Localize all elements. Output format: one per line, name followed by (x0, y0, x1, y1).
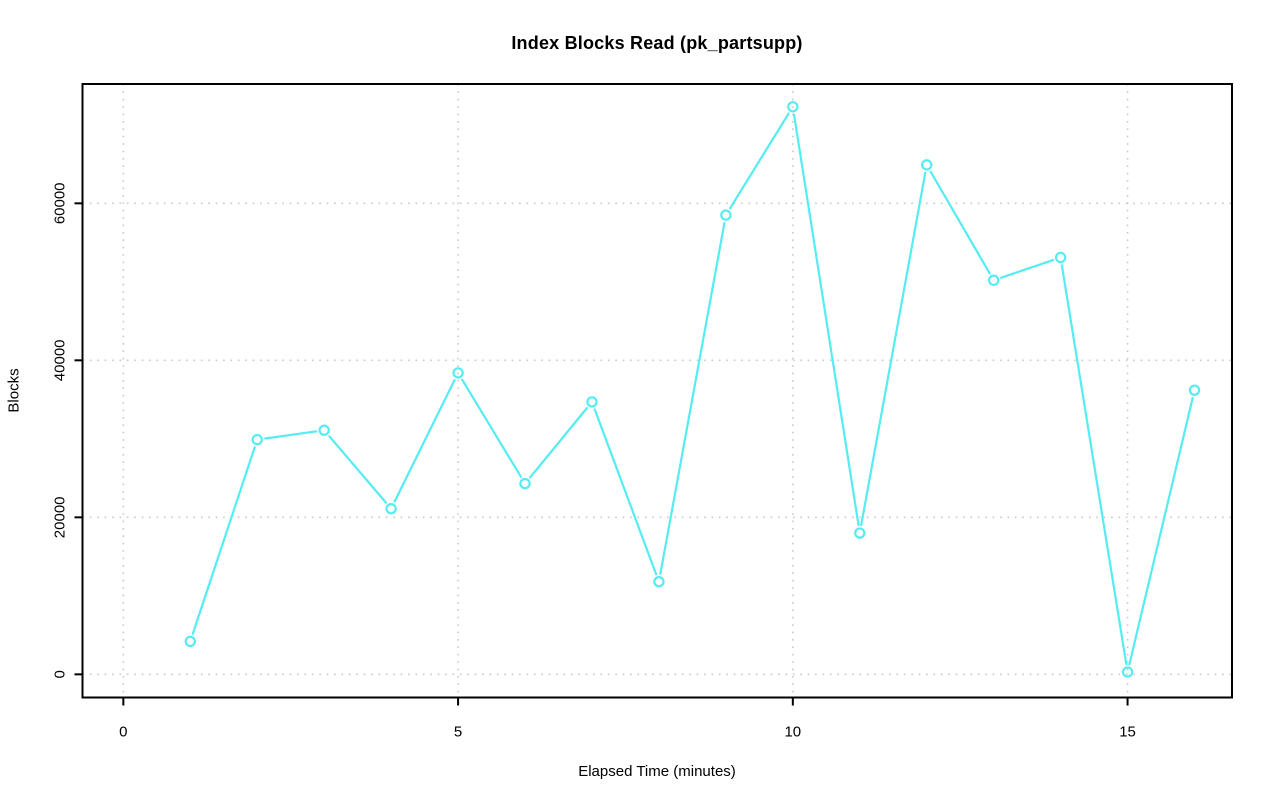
data-point-marker (318, 424, 330, 436)
data-point-marker (251, 433, 263, 446)
data-point-marker (385, 503, 397, 515)
data-point-marker (653, 576, 665, 588)
data-point-marker (987, 274, 1000, 286)
series-line-segment (1128, 396, 1194, 666)
series-line-segment (929, 170, 991, 275)
series-line-segment (529, 407, 589, 479)
series-line-segment (191, 446, 256, 635)
series-line-segment (264, 430, 318, 440)
data-point-marker (519, 477, 531, 490)
y-tick-label: 20000 (52, 496, 69, 538)
series-line-segment (328, 435, 388, 504)
y-tick-label: 40000 (52, 339, 69, 381)
series-line-segment (659, 221, 726, 575)
series-line-segment (1060, 264, 1128, 666)
series-line-segment (792, 113, 860, 527)
x-axis-title: Elapsed Time (minutes) (578, 763, 736, 780)
data-point-marker (1054, 251, 1067, 264)
chart-title: Index Blocks Read (pk_partsupp) (511, 33, 803, 53)
data-point-marker (787, 101, 799, 113)
series-line-segment (860, 171, 927, 527)
data-point-marker (184, 635, 196, 648)
x-tick-label: 5 (454, 724, 462, 741)
data-point-marker (854, 527, 866, 539)
data-point-marker (1121, 666, 1134, 678)
series-line-segment (1000, 258, 1055, 279)
data-point-marker (720, 209, 732, 221)
data-point-marker (452, 367, 464, 379)
x-tick-label: 0 (119, 724, 127, 741)
x-tick-label: 10 (784, 724, 801, 741)
plot-border (81, 83, 1233, 699)
series-line-segment (593, 408, 658, 576)
data-point-marker (586, 396, 598, 408)
data-point-marker (921, 159, 933, 171)
series-line-segment (728, 112, 790, 210)
series-line-segment (461, 378, 522, 478)
y-tick-label: 0 (52, 670, 69, 678)
y-axis-title: Blocks (5, 368, 23, 413)
x-tick-label: 15 (1119, 724, 1136, 741)
data-point-marker (1188, 384, 1201, 396)
series-line-segment (393, 378, 456, 503)
y-tick-label: 60000 (52, 182, 69, 224)
